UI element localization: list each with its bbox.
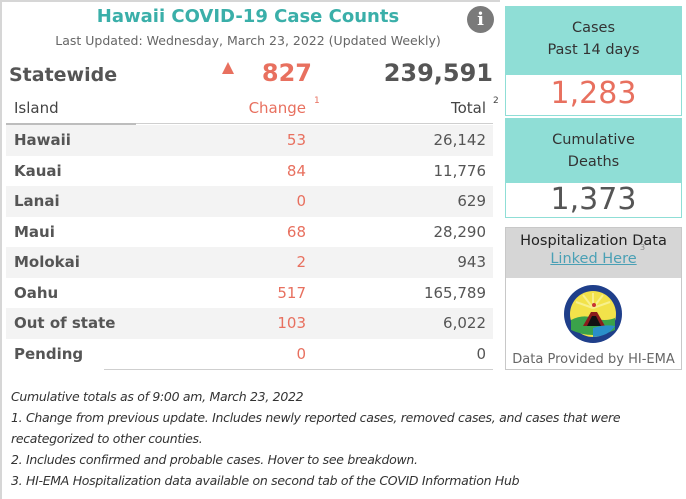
- footnote-marker-3: 3: [640, 243, 646, 252]
- cases-card-title-line2: Past 14 days: [547, 42, 640, 58]
- island-change: 53: [286, 131, 306, 149]
- island-change: 103: [277, 314, 306, 332]
- table-bottom-divider: [104, 369, 493, 370]
- trend-up-icon: [222, 62, 234, 74]
- table-row[interactable]: Hawaii 53 26,142: [6, 125, 493, 156]
- data-provider-credit: Data Provided by HI-EMA: [512, 352, 675, 367]
- cases-14-days-value: 1,283: [506, 75, 681, 115]
- statewide-change[interactable]: 827: [261, 59, 312, 87]
- header-divider-accent: [6, 123, 136, 125]
- deaths-card-header: Cumulative Deaths: [506, 119, 681, 183]
- table-row[interactable]: Maui 68 28,290: [6, 217, 493, 248]
- frame-border-left: [0, 0, 2, 499]
- deaths-card-title-line2: Deaths: [567, 154, 620, 170]
- cases-14-days-card[interactable]: Cases Past 14 days 1,283: [505, 6, 682, 116]
- cases-card-title-line1: Cases: [571, 20, 616, 36]
- island-change: 517: [277, 283, 306, 302]
- footnotes: Cumulative totals as of 9:00 am, March 2…: [11, 386, 681, 491]
- table-row[interactable]: Out of state 103 6,022: [6, 308, 493, 339]
- cases-card-header: Cases Past 14 days: [506, 7, 681, 75]
- island-change: 84: [286, 161, 306, 180]
- island-total: 6,022: [443, 314, 486, 332]
- deaths-card-title-line1: Cumulative: [552, 132, 635, 148]
- island-name: Hawaii: [14, 131, 71, 149]
- column-header-change[interactable]: Change: [248, 99, 306, 117]
- frame-border-top: [0, 0, 500, 2]
- island-total: 165,789: [423, 283, 486, 302]
- table-row[interactable]: Lanai 0 629: [6, 186, 493, 217]
- island-change: 0: [296, 344, 306, 363]
- island-change: 0: [296, 192, 306, 210]
- hi-ema-seal-icon: [564, 285, 622, 343]
- island-name: Kauai: [14, 161, 62, 180]
- table-row[interactable]: Oahu 517 165,789: [6, 278, 493, 309]
- footnote-marker-2: 2: [493, 96, 499, 106]
- statewide-total[interactable]: 239,591: [383, 59, 493, 87]
- table-row[interactable]: Pending 0 0: [6, 339, 493, 370]
- hospitalization-header: Hospitalization Data 3 Linked Here: [506, 228, 681, 278]
- hospitalization-link[interactable]: Linked Here: [550, 251, 637, 267]
- island-total: 26,142: [433, 131, 487, 149]
- hospitalization-title: Hospitalization Data: [520, 233, 667, 249]
- island-total: 0: [476, 344, 486, 363]
- island-change: 2: [296, 253, 306, 271]
- footnote-cumulative: Cumulative totals as of 9:00 am, March 2…: [11, 389, 304, 404]
- footnote-marker-1: 1: [314, 96, 320, 106]
- cumulative-deaths-value: 1,373: [506, 183, 681, 217]
- island-name: Molokai: [14, 253, 80, 271]
- column-header-island[interactable]: Island: [14, 99, 59, 117]
- hospitalization-panel: Hospitalization Data 3 Linked Here Data …: [505, 227, 682, 370]
- island-change: 68: [286, 222, 306, 241]
- footnote-1: 1. Change from previous update. Includes…: [11, 410, 621, 446]
- island-total: 943: [457, 253, 486, 271]
- island-name: Lanai: [14, 192, 60, 210]
- island-name: Out of state: [14, 314, 116, 332]
- table-row[interactable]: Kauai 84 11,776: [6, 156, 493, 187]
- statewide-label: Statewide: [9, 64, 118, 86]
- footnote-3: 3. HI-EMA Hospitalization data available…: [11, 473, 520, 488]
- info-icon[interactable]: i: [467, 6, 494, 33]
- cumulative-deaths-card[interactable]: Cumulative Deaths 1,373: [505, 118, 682, 218]
- island-table: Hawaii 53 26,142 Kauai 84 11,776 Lanai 0…: [6, 125, 493, 369]
- island-total: 629: [457, 192, 486, 210]
- island-total: 11,776: [433, 161, 487, 180]
- footnote-2: 2. Includes confirmed and probable cases…: [11, 452, 418, 467]
- page-title: Hawaii COVID-19 Case Counts: [96, 6, 400, 27]
- header-divider: [6, 123, 493, 124]
- last-updated-text: Last Updated: Wednesday, March 23, 2022 …: [55, 33, 441, 48]
- table-row[interactable]: Molokai 2 943: [6, 247, 493, 278]
- column-header-total[interactable]: Total: [450, 99, 486, 117]
- island-name: Oahu: [14, 283, 59, 302]
- island-name: Pending: [14, 344, 84, 363]
- island-name: Maui: [14, 222, 55, 241]
- island-total: 28,290: [433, 222, 487, 241]
